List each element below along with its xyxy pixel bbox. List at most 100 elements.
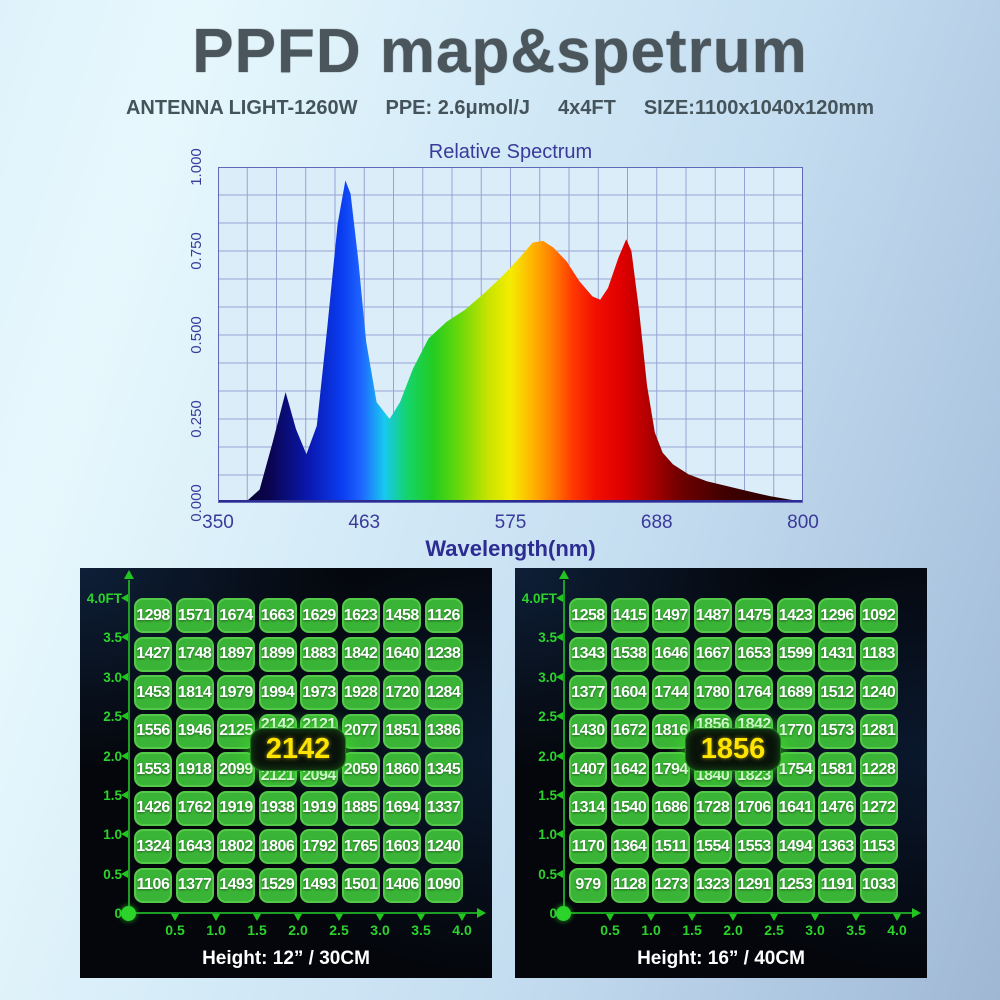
ppfd-cell: 1748 — [175, 636, 214, 672]
ppfd-cell: 1599 — [776, 636, 815, 672]
ppfd-cell: 1553 — [134, 752, 172, 787]
ppfd-cell: 1689 — [776, 675, 815, 710]
ppfd-cell: 1291 — [735, 867, 773, 903]
height-caption: Height: 12” / 30CM — [202, 948, 370, 969]
subtitle-segment: PPE: 2.6μmol/J — [385, 97, 531, 119]
ppfd-cell: 1426 — [134, 790, 172, 826]
subtitle-segment: 4x4FT — [558, 97, 616, 119]
ppfd-cell: 1415 — [610, 598, 649, 633]
ppfd-cell: 1646 — [652, 636, 690, 672]
ppfd-cell: 1337 — [424, 790, 463, 826]
ppfd-cell: 1298 — [134, 598, 172, 633]
spectrum-x-tick-label: 575 — [494, 512, 527, 533]
y-axis-tick — [556, 672, 563, 681]
x-axis-tick-label: 3.5 — [846, 922, 866, 938]
ppfd-cell: 1860 — [383, 752, 421, 787]
x-axis-tick — [647, 914, 655, 921]
ppfd-cell: 1764 — [735, 675, 773, 710]
ppfd-cell: 1842 — [341, 636, 380, 672]
y-axis-tick — [121, 791, 128, 799]
y-axis-tick — [556, 751, 563, 760]
ppfd-cell: 1258 — [569, 598, 607, 633]
ppfd-cell: 1128 — [610, 867, 649, 903]
ppfd-cell: 1744 — [652, 675, 690, 710]
spectrum-x-axis-title: Wavelength(nm) — [425, 536, 596, 561]
y-axis-tick-label: 1.5 — [103, 788, 122, 803]
y-axis-line — [563, 580, 565, 914]
x-axis-tick — [294, 914, 302, 921]
ppfd-cell: 1792 — [300, 829, 338, 864]
x-axis-tick — [606, 914, 614, 921]
ppfd-cell: 1364 — [610, 829, 649, 864]
ppfd-cell: 1897 — [217, 636, 255, 672]
x-axis-line — [128, 912, 478, 914]
ppfd-map-16in: 1258 1415 1497 1487 1475 1423 1296 1092 1343 1538… — [515, 568, 927, 978]
ppfd-cell: 1431 — [818, 636, 856, 672]
x-axis-tick-label: 3.0 — [370, 922, 390, 938]
ppfd-cell: 1494 — [776, 829, 815, 864]
y-axis-tick — [556, 633, 563, 642]
spectrum-y-tick-label: 0.500 — [188, 316, 205, 354]
ppfd-cell: 1529 — [258, 867, 297, 903]
subtitle-segment: ANTENNA LIGHT-1260W — [125, 97, 358, 119]
ppfd-cell: 1314 — [569, 790, 607, 826]
ppfd-cell: 1754 — [776, 752, 815, 787]
ppfd-cell: 1672 — [610, 713, 649, 749]
spectrum-x-tick-label: 800 — [787, 512, 819, 533]
x-axis-tick — [335, 914, 343, 921]
x-axis-tick-label: 1.5 — [682, 922, 702, 938]
ppfd-cell: 2059 — [341, 752, 380, 787]
ppfd-cell: 1899 — [258, 636, 297, 672]
ppfd-cell: 1126 — [424, 598, 463, 633]
y-axis-tick-label: 0.5 — [538, 866, 557, 882]
ppfd-cell: 1296 — [818, 598, 856, 633]
height-caption: Height: 16” / 40CM — [637, 948, 805, 969]
ppfd-cell: 1851 — [383, 713, 421, 749]
ppfd-cell: 1430 — [569, 713, 607, 749]
ppfd-cell: 1511 — [652, 829, 690, 864]
ppfd-cell: 1475 — [735, 598, 773, 633]
y-axis-tick-label: 4.0FT — [86, 591, 122, 606]
y-axis-tick — [556, 712, 563, 721]
ppfd-cell: 1493 — [217, 867, 255, 903]
ppfd-cell: 1643 — [175, 829, 214, 864]
x-axis-tick-label: 4.0 — [887, 922, 907, 938]
x-axis-tick — [171, 914, 179, 921]
x-axis-tick — [376, 914, 384, 921]
ppfd-cell: 1191 — [818, 867, 856, 903]
ppfd-cell: 1281 — [859, 713, 898, 749]
x-axis-tick-label: 4.0 — [452, 922, 472, 938]
ppfd-cell: 1253 — [776, 867, 815, 903]
ppfd-cell: 1806 — [258, 829, 297, 864]
y-axis-tick-label: 3.5 — [103, 630, 122, 646]
ppfd-cell: 1106 — [134, 867, 172, 903]
y-axis-tick-label: 1.0 — [103, 827, 122, 843]
x-axis-tick — [458, 914, 466, 921]
ppfd-cell: 1581 — [818, 752, 856, 787]
y-axis-tick — [556, 830, 563, 839]
x-axis-arrow-icon — [912, 908, 921, 918]
y-axis-tick-label: 0.5 — [103, 866, 122, 882]
page-subtitle: ANTENNA LIGHT-1260W PPE: 2.6μmol/J 4x4FT SI… — [0, 97, 1000, 120]
ppfd-cell: 1476 — [818, 790, 856, 826]
ppfd-cell: 1556 — [134, 713, 172, 749]
ppfd-cell: 1407 — [569, 752, 607, 787]
y-axis-line — [128, 580, 130, 914]
ppfd-cell: 1919 — [217, 790, 255, 826]
spectrum-y-tick-label: 1.000 — [188, 148, 205, 186]
x-axis-tick-label: 2.5 — [329, 922, 349, 938]
y-axis-tick-label: 2.5 — [538, 709, 557, 725]
subtitle-segment: SIZE:1100x1040x120mm — [643, 97, 875, 119]
y-axis-tick-label: 2.0 — [538, 748, 557, 764]
ppfd-cell: 1604 — [610, 675, 649, 710]
y-axis-arrow-icon — [559, 570, 569, 579]
origin-dot-icon — [556, 906, 571, 921]
ppfd-cell: 1780 — [693, 675, 732, 710]
ppfd-cell: 1487 — [693, 598, 732, 633]
y-axis-tick-label: 1.5 — [538, 788, 557, 803]
ppfd-cell: 1377 — [175, 867, 214, 903]
y-axis-tick — [121, 712, 128, 721]
ppfd-cell: 1363 — [818, 829, 856, 864]
ppfd-cell: 1770 — [776, 713, 815, 749]
x-axis-tick-label: 3.5 — [411, 922, 431, 938]
